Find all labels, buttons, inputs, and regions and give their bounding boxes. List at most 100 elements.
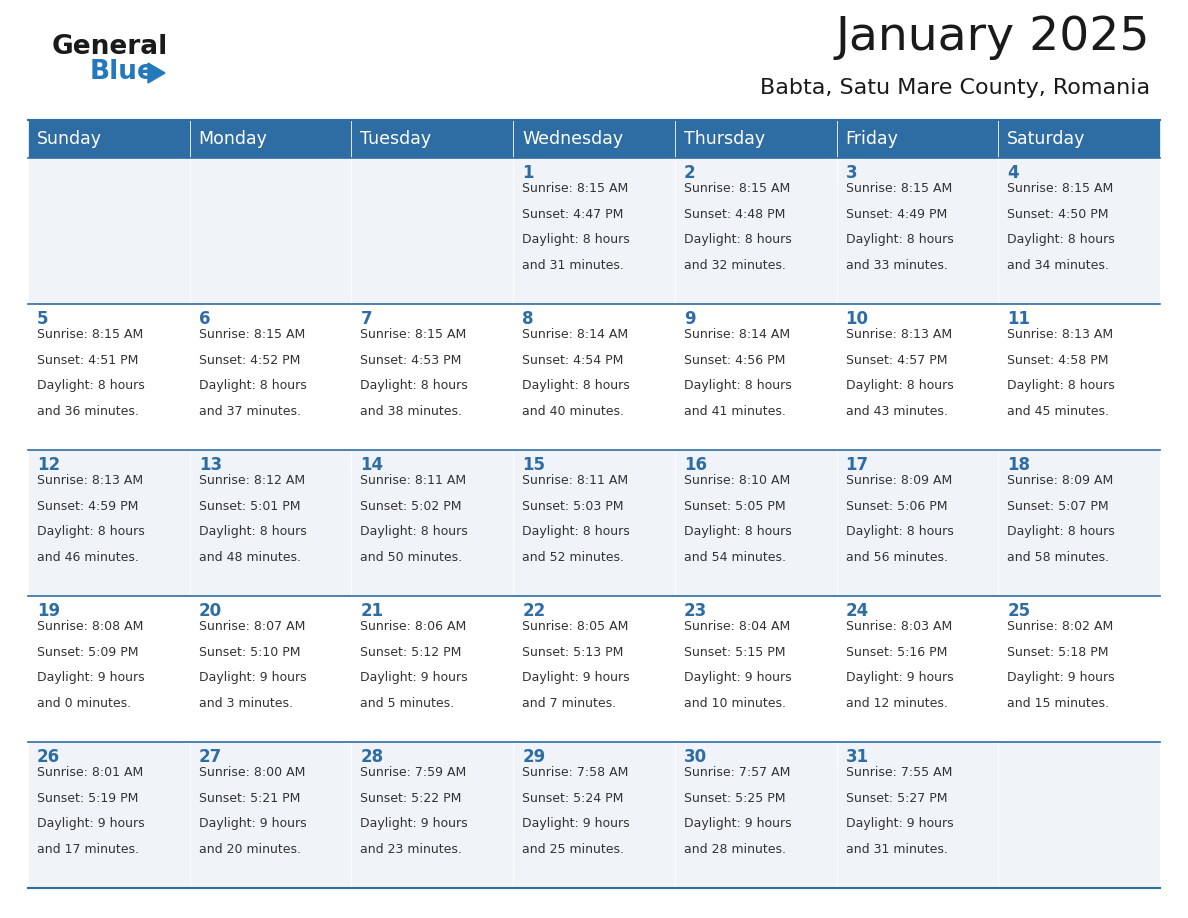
Text: Sunrise: 8:14 AM: Sunrise: 8:14 AM [684,328,790,341]
Text: 5: 5 [37,310,49,328]
Text: Daylight: 8 hours: Daylight: 8 hours [846,233,953,246]
Text: and 40 minutes.: and 40 minutes. [523,405,624,418]
Text: Babta, Satu Mare County, Romania: Babta, Satu Mare County, Romania [760,78,1150,98]
Text: Sunset: 5:10 PM: Sunset: 5:10 PM [198,645,301,658]
Text: Sunrise: 8:03 AM: Sunrise: 8:03 AM [846,620,952,633]
Text: Daylight: 9 hours: Daylight: 9 hours [523,671,630,684]
Text: 1: 1 [523,164,533,182]
Text: 16: 16 [684,456,707,474]
Bar [352,158,513,304]
Text: Blue: Blue [90,59,156,85]
Text: 9: 9 [684,310,695,328]
Text: 12: 12 [37,456,61,474]
Text: Daylight: 9 hours: Daylight: 9 hours [523,817,630,830]
Text: Tuesday: Tuesday [360,130,431,148]
Text: and 50 minutes.: and 50 minutes. [360,551,462,564]
Text: Sunrise: 8:15 AM: Sunrise: 8:15 AM [37,328,144,341]
Text: 8: 8 [523,310,533,328]
Text: 3: 3 [846,164,858,182]
Text: Daylight: 9 hours: Daylight: 9 hours [198,671,307,684]
Text: Sunrise: 8:08 AM: Sunrise: 8:08 AM [37,620,144,633]
Text: Sunset: 5:16 PM: Sunset: 5:16 PM [846,645,947,658]
Text: Daylight: 9 hours: Daylight: 9 hours [846,817,953,830]
Text: Sunrise: 7:59 AM: Sunrise: 7:59 AM [360,766,467,779]
Text: Sunrise: 8:15 AM: Sunrise: 8:15 AM [684,182,790,195]
Bar [190,450,352,596]
Text: Thursday: Thursday [684,130,765,148]
Text: Daylight: 8 hours: Daylight: 8 hours [523,525,630,538]
Text: and 34 minutes.: and 34 minutes. [1007,259,1110,272]
Text: Sunrise: 8:11 AM: Sunrise: 8:11 AM [360,474,467,487]
Text: 18: 18 [1007,456,1030,474]
Bar [836,596,998,742]
Text: and 43 minutes.: and 43 minutes. [846,405,948,418]
Text: Sunset: 5:09 PM: Sunset: 5:09 PM [37,645,139,658]
Bar [998,450,1159,596]
Text: 10: 10 [846,310,868,328]
Bar [513,158,675,304]
Text: and 20 minutes.: and 20 minutes. [198,843,301,856]
Bar [352,450,513,596]
Text: Daylight: 8 hours: Daylight: 8 hours [1007,525,1116,538]
Text: Sunset: 4:48 PM: Sunset: 4:48 PM [684,207,785,220]
Text: and 23 minutes.: and 23 minutes. [360,843,462,856]
Bar [513,450,675,596]
Bar [190,120,352,158]
Text: and 54 minutes.: and 54 minutes. [684,551,785,564]
Bar [29,120,190,158]
Text: 6: 6 [198,310,210,328]
Text: and 36 minutes.: and 36 minutes. [37,405,139,418]
Text: and 31 minutes.: and 31 minutes. [523,259,624,272]
Text: Daylight: 8 hours: Daylight: 8 hours [846,525,953,538]
Text: Sunrise: 8:05 AM: Sunrise: 8:05 AM [523,620,628,633]
Bar [836,304,998,450]
Bar [190,304,352,450]
Text: 30: 30 [684,748,707,766]
Text: Daylight: 9 hours: Daylight: 9 hours [37,817,145,830]
Text: Sunset: 4:52 PM: Sunset: 4:52 PM [198,353,301,366]
Text: 13: 13 [198,456,222,474]
Text: Sunset: 4:59 PM: Sunset: 4:59 PM [37,499,138,512]
Text: 7: 7 [360,310,372,328]
Text: Daylight: 8 hours: Daylight: 8 hours [1007,379,1116,392]
Text: Sunset: 5:27 PM: Sunset: 5:27 PM [846,791,947,804]
Text: 15: 15 [523,456,545,474]
Text: Sunset: 5:13 PM: Sunset: 5:13 PM [523,645,624,658]
Text: and 52 minutes.: and 52 minutes. [523,551,624,564]
Text: and 38 minutes.: and 38 minutes. [360,405,462,418]
Text: Sunset: 5:18 PM: Sunset: 5:18 PM [1007,645,1108,658]
Text: Daylight: 9 hours: Daylight: 9 hours [1007,671,1114,684]
Text: Daylight: 8 hours: Daylight: 8 hours [684,525,791,538]
Text: Sunset: 4:58 PM: Sunset: 4:58 PM [1007,353,1108,366]
Text: Sunrise: 7:58 AM: Sunrise: 7:58 AM [523,766,628,779]
Text: Daylight: 9 hours: Daylight: 9 hours [37,671,145,684]
Text: Daylight: 8 hours: Daylight: 8 hours [198,379,307,392]
Text: and 48 minutes.: and 48 minutes. [198,551,301,564]
Bar [190,742,352,888]
Bar [836,158,998,304]
Bar [352,304,513,450]
Text: Sunrise: 8:09 AM: Sunrise: 8:09 AM [846,474,952,487]
Text: Sunset: 5:19 PM: Sunset: 5:19 PM [37,791,138,804]
Bar [190,158,352,304]
Bar [513,596,675,742]
Text: Daylight: 9 hours: Daylight: 9 hours [198,817,307,830]
Text: and 41 minutes.: and 41 minutes. [684,405,785,418]
Text: 11: 11 [1007,310,1030,328]
Text: Sunrise: 8:09 AM: Sunrise: 8:09 AM [1007,474,1113,487]
Bar [998,742,1159,888]
Text: Sunrise: 8:15 AM: Sunrise: 8:15 AM [1007,182,1113,195]
Text: Sunrise: 8:11 AM: Sunrise: 8:11 AM [523,474,628,487]
Bar [675,596,836,742]
Bar [675,304,836,450]
Text: and 17 minutes.: and 17 minutes. [37,843,139,856]
Text: Sunset: 5:01 PM: Sunset: 5:01 PM [198,499,301,512]
Text: Daylight: 8 hours: Daylight: 8 hours [684,233,791,246]
Text: Sunrise: 8:14 AM: Sunrise: 8:14 AM [523,328,628,341]
Text: 29: 29 [523,748,545,766]
Text: Sunrise: 8:15 AM: Sunrise: 8:15 AM [360,328,467,341]
Text: January 2025: January 2025 [835,15,1150,60]
Text: Sunset: 5:21 PM: Sunset: 5:21 PM [198,791,301,804]
Text: 22: 22 [523,602,545,620]
Text: Daylight: 8 hours: Daylight: 8 hours [360,525,468,538]
